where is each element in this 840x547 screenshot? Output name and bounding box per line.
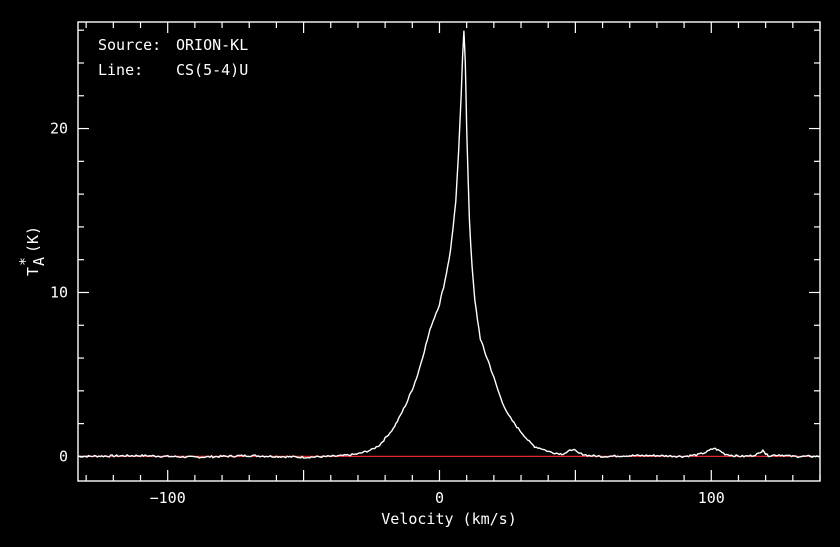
y-tick-label: 20 [50,120,68,138]
x-tick-label: 0 [435,489,444,507]
spectrum-line [77,30,821,459]
x-tick-label: 100 [698,489,725,507]
y-axis-label: T * A (K) [16,226,48,276]
plot-frame [77,21,821,482]
y-axis-label-unit: (K) [24,226,42,253]
y-tick-label: 10 [50,283,68,301]
y-tick-label: 0 [59,447,68,465]
line-label: Line: [98,61,143,79]
y-axis-label-base: T [24,267,42,276]
y-axis-label-sup: * [16,257,34,266]
source-value: ORION-KL [176,36,248,54]
x-tick-label: −100 [150,489,186,507]
y-axis-label-sub: A [30,257,48,266]
axis-ticks [78,22,821,481]
line-value: CS(5-4)U [176,61,248,79]
source-label: Source: [98,36,161,54]
axis-tick-labels: −100 0 100 0 10 20 [50,120,725,507]
x-axis-label: Velocity (km/s) [381,510,516,528]
